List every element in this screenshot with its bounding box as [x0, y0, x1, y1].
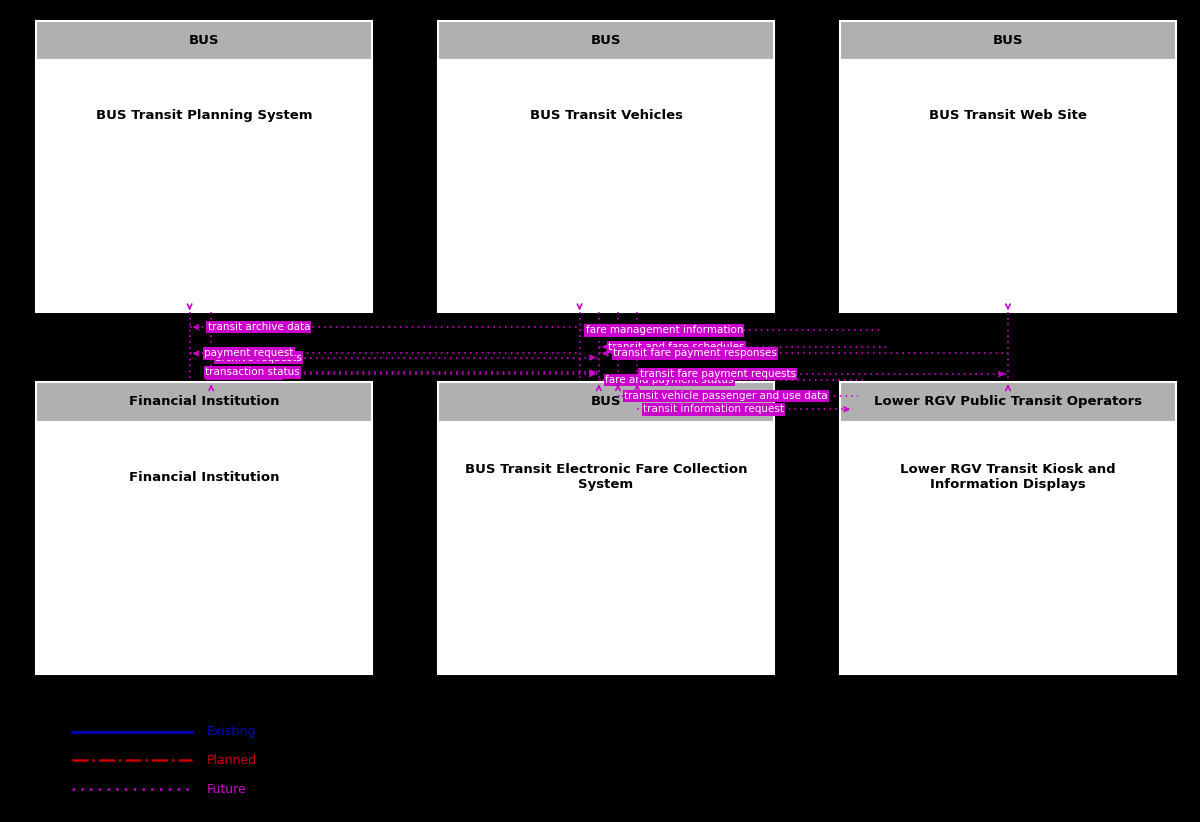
Bar — [438, 21, 774, 60]
Text: BUS Transit Planning System: BUS Transit Planning System — [96, 109, 312, 122]
Bar — [36, 422, 372, 674]
Text: BUS Transit Vehicles: BUS Transit Vehicles — [529, 109, 683, 122]
Text: transit archive data: transit archive data — [208, 322, 310, 332]
Text: transit and fare schedules: transit and fare schedules — [608, 342, 745, 352]
Text: fare and payment status: fare and payment status — [605, 375, 733, 385]
Text: Lower RGV Public Transit Operators: Lower RGV Public Transit Operators — [874, 395, 1142, 409]
Text: BUS Transit Electronic Fare Collection
System: BUS Transit Electronic Fare Collection S… — [464, 464, 748, 492]
Text: Planned: Planned — [206, 754, 257, 767]
Text: Financial Institution: Financial Institution — [128, 471, 280, 483]
Bar — [840, 21, 1176, 60]
Text: BUS: BUS — [992, 34, 1024, 47]
Bar — [840, 382, 1176, 422]
Bar — [36, 382, 372, 422]
Text: fare management information: fare management information — [586, 326, 743, 335]
Text: BUS: BUS — [188, 34, 220, 47]
Text: transaction status: transaction status — [205, 367, 300, 377]
Text: transit fare payment requests: transit fare payment requests — [640, 369, 796, 379]
Bar — [36, 60, 372, 312]
Text: Lower RGV Transit Kiosk and
Information Displays: Lower RGV Transit Kiosk and Information … — [900, 464, 1116, 492]
Bar — [840, 60, 1176, 312]
Bar — [438, 422, 774, 674]
Text: archive status: archive status — [208, 369, 282, 379]
Bar — [36, 21, 372, 60]
Bar — [438, 382, 774, 422]
Bar — [438, 60, 774, 312]
Text: BUS: BUS — [590, 34, 622, 47]
Text: Existing: Existing — [206, 725, 256, 738]
Text: BUS: BUS — [590, 395, 622, 409]
Text: payment request: payment request — [204, 349, 293, 358]
Text: Future: Future — [206, 783, 246, 796]
Text: transit information request: transit information request — [643, 404, 785, 414]
Bar — [840, 422, 1176, 674]
Text: BUS Transit Web Site: BUS Transit Web Site — [929, 109, 1087, 122]
Text: archive requests: archive requests — [215, 353, 301, 363]
Text: transit vehicle passenger and use data: transit vehicle passenger and use data — [624, 391, 828, 401]
Text: transit fare payment responses: transit fare payment responses — [613, 349, 778, 358]
Text: Financial Institution: Financial Institution — [128, 395, 280, 409]
